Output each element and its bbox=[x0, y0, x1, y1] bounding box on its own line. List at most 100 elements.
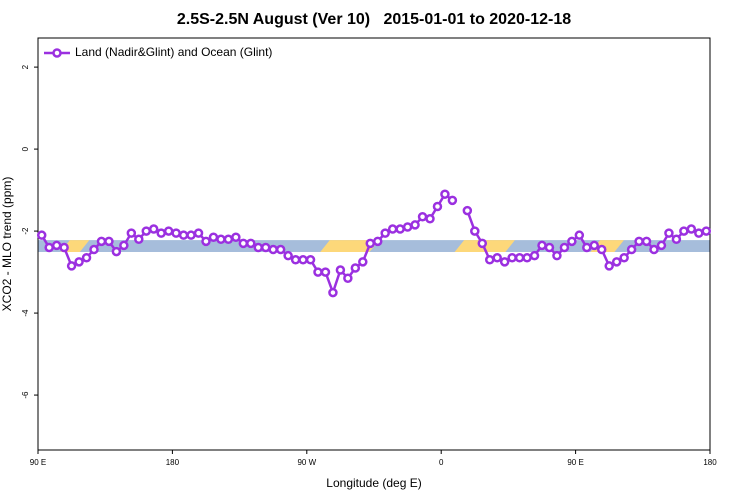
data-point bbox=[305, 255, 316, 265]
data-point bbox=[104, 236, 114, 247]
data-point bbox=[477, 238, 488, 249]
data-point bbox=[201, 236, 211, 247]
data-point bbox=[664, 228, 674, 238]
data-point bbox=[425, 214, 435, 224]
x-tick-label: 90 E bbox=[30, 458, 46, 467]
data-point bbox=[552, 250, 562, 261]
data-point bbox=[96, 236, 107, 247]
data-point bbox=[537, 240, 547, 251]
x-tick-label: 0 bbox=[439, 458, 444, 467]
data-point bbox=[522, 252, 532, 263]
data-point bbox=[567, 236, 577, 247]
y-tick-label: -2 bbox=[21, 227, 30, 235]
data-point bbox=[313, 267, 323, 277]
data-point bbox=[283, 250, 293, 261]
data-point bbox=[178, 230, 189, 240]
data-point bbox=[298, 255, 308, 265]
data-point bbox=[163, 226, 174, 236]
data-point bbox=[365, 238, 376, 249]
data-point bbox=[544, 242, 555, 253]
data-point bbox=[432, 201, 443, 212]
data-point bbox=[119, 240, 129, 251]
data-point bbox=[507, 252, 517, 263]
data-point bbox=[81, 252, 92, 263]
land-band-segment bbox=[320, 240, 380, 252]
data-point bbox=[141, 226, 152, 236]
data-point bbox=[395, 224, 405, 234]
data-point bbox=[559, 242, 570, 253]
data-point bbox=[59, 242, 69, 253]
data-point bbox=[358, 257, 368, 267]
data-point bbox=[649, 244, 659, 255]
data-point bbox=[417, 211, 428, 222]
data-point bbox=[619, 252, 629, 263]
data-point bbox=[148, 224, 159, 234]
data-point bbox=[626, 244, 637, 255]
data-point bbox=[440, 189, 450, 199]
data-point bbox=[126, 228, 137, 238]
data-point bbox=[223, 234, 234, 245]
data-point bbox=[686, 224, 697, 234]
data-point bbox=[51, 240, 62, 251]
data-point bbox=[290, 255, 301, 265]
data-point bbox=[253, 242, 264, 253]
data-point bbox=[679, 226, 689, 236]
data-point bbox=[589, 240, 600, 251]
data-point bbox=[171, 228, 181, 238]
data-point bbox=[208, 232, 219, 242]
data-point bbox=[372, 236, 383, 247]
data-point bbox=[492, 252, 502, 263]
data-point bbox=[275, 244, 286, 255]
data-point bbox=[656, 240, 667, 251]
data-point bbox=[701, 226, 712, 236]
data-point bbox=[343, 273, 353, 283]
data-point bbox=[596, 244, 607, 255]
plot-frame bbox=[37, 37, 711, 451]
data-point bbox=[216, 234, 226, 245]
legend-marker bbox=[52, 48, 62, 58]
data-point bbox=[238, 238, 249, 249]
y-axis-title: XCO2 - MLO trend (ppm) bbox=[0, 177, 14, 312]
data-point bbox=[134, 234, 144, 245]
legend-label: Land (Nadir&Glint) and Ocean (Glint) bbox=[75, 45, 272, 59]
y-tick-label: 2 bbox=[21, 64, 30, 69]
chart-title: 2.5S-2.5N August (Ver 10) 2015-01-01 to … bbox=[177, 11, 571, 28]
x-axis-title: Longitude (deg E) bbox=[326, 476, 421, 490]
data-point bbox=[36, 230, 47, 240]
y-tick-label: -4 bbox=[21, 309, 30, 317]
data-point bbox=[514, 252, 525, 263]
data-point bbox=[499, 257, 510, 267]
data-point bbox=[604, 261, 614, 271]
data-point bbox=[462, 205, 473, 216]
data-point bbox=[484, 255, 495, 265]
data-point bbox=[246, 238, 256, 249]
data-point bbox=[89, 244, 99, 255]
data-point bbox=[694, 228, 704, 238]
x-tick-label: 180 bbox=[703, 458, 717, 467]
data-point bbox=[186, 230, 196, 240]
data-point bbox=[44, 242, 54, 253]
data-point bbox=[470, 226, 480, 236]
data-point bbox=[320, 267, 331, 277]
y-tick-label: -6 bbox=[21, 391, 30, 399]
data-point bbox=[156, 228, 166, 238]
x-tick-label: 90 E bbox=[567, 458, 583, 467]
data-point bbox=[410, 220, 420, 230]
data-point bbox=[387, 224, 398, 234]
data-point bbox=[574, 230, 585, 240]
data-point bbox=[611, 257, 622, 267]
data-point bbox=[66, 261, 77, 271]
data-point bbox=[529, 250, 540, 261]
data-point bbox=[193, 228, 204, 238]
data-point bbox=[641, 236, 652, 247]
data-point bbox=[447, 195, 458, 206]
data-point bbox=[582, 242, 592, 253]
y-tick-label: 0 bbox=[21, 146, 30, 151]
data-point bbox=[634, 236, 644, 247]
data-point bbox=[671, 234, 682, 245]
x-tick-label: 90 W bbox=[297, 458, 316, 467]
data-point bbox=[231, 232, 241, 242]
data-point bbox=[260, 242, 271, 253]
data-point bbox=[350, 263, 361, 273]
